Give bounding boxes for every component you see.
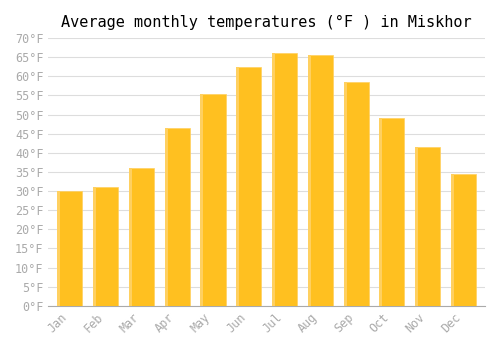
Bar (164, 128, 168, 306)
Bar (58, 191, 60, 306)
Bar (415, 147, 418, 306)
Title: Average monthly temperatures (°F ) in Miskhor: Average monthly temperatures (°F ) in Mi… (62, 15, 472, 30)
Bar (236, 67, 240, 306)
Bar (93, 187, 96, 306)
Bar (58, 191, 82, 306)
Bar (272, 54, 275, 306)
Bar (129, 168, 154, 306)
Bar (164, 128, 190, 306)
Bar (272, 54, 297, 306)
Bar (415, 147, 440, 306)
Bar (236, 67, 262, 306)
Bar (380, 118, 382, 306)
Bar (344, 82, 368, 306)
Bar (129, 168, 132, 306)
Bar (451, 174, 454, 306)
Bar (344, 82, 346, 306)
Bar (380, 118, 404, 306)
Bar (200, 93, 226, 306)
Bar (451, 174, 476, 306)
Bar (308, 55, 333, 306)
Bar (93, 187, 118, 306)
Bar (200, 93, 203, 306)
Bar (308, 55, 311, 306)
